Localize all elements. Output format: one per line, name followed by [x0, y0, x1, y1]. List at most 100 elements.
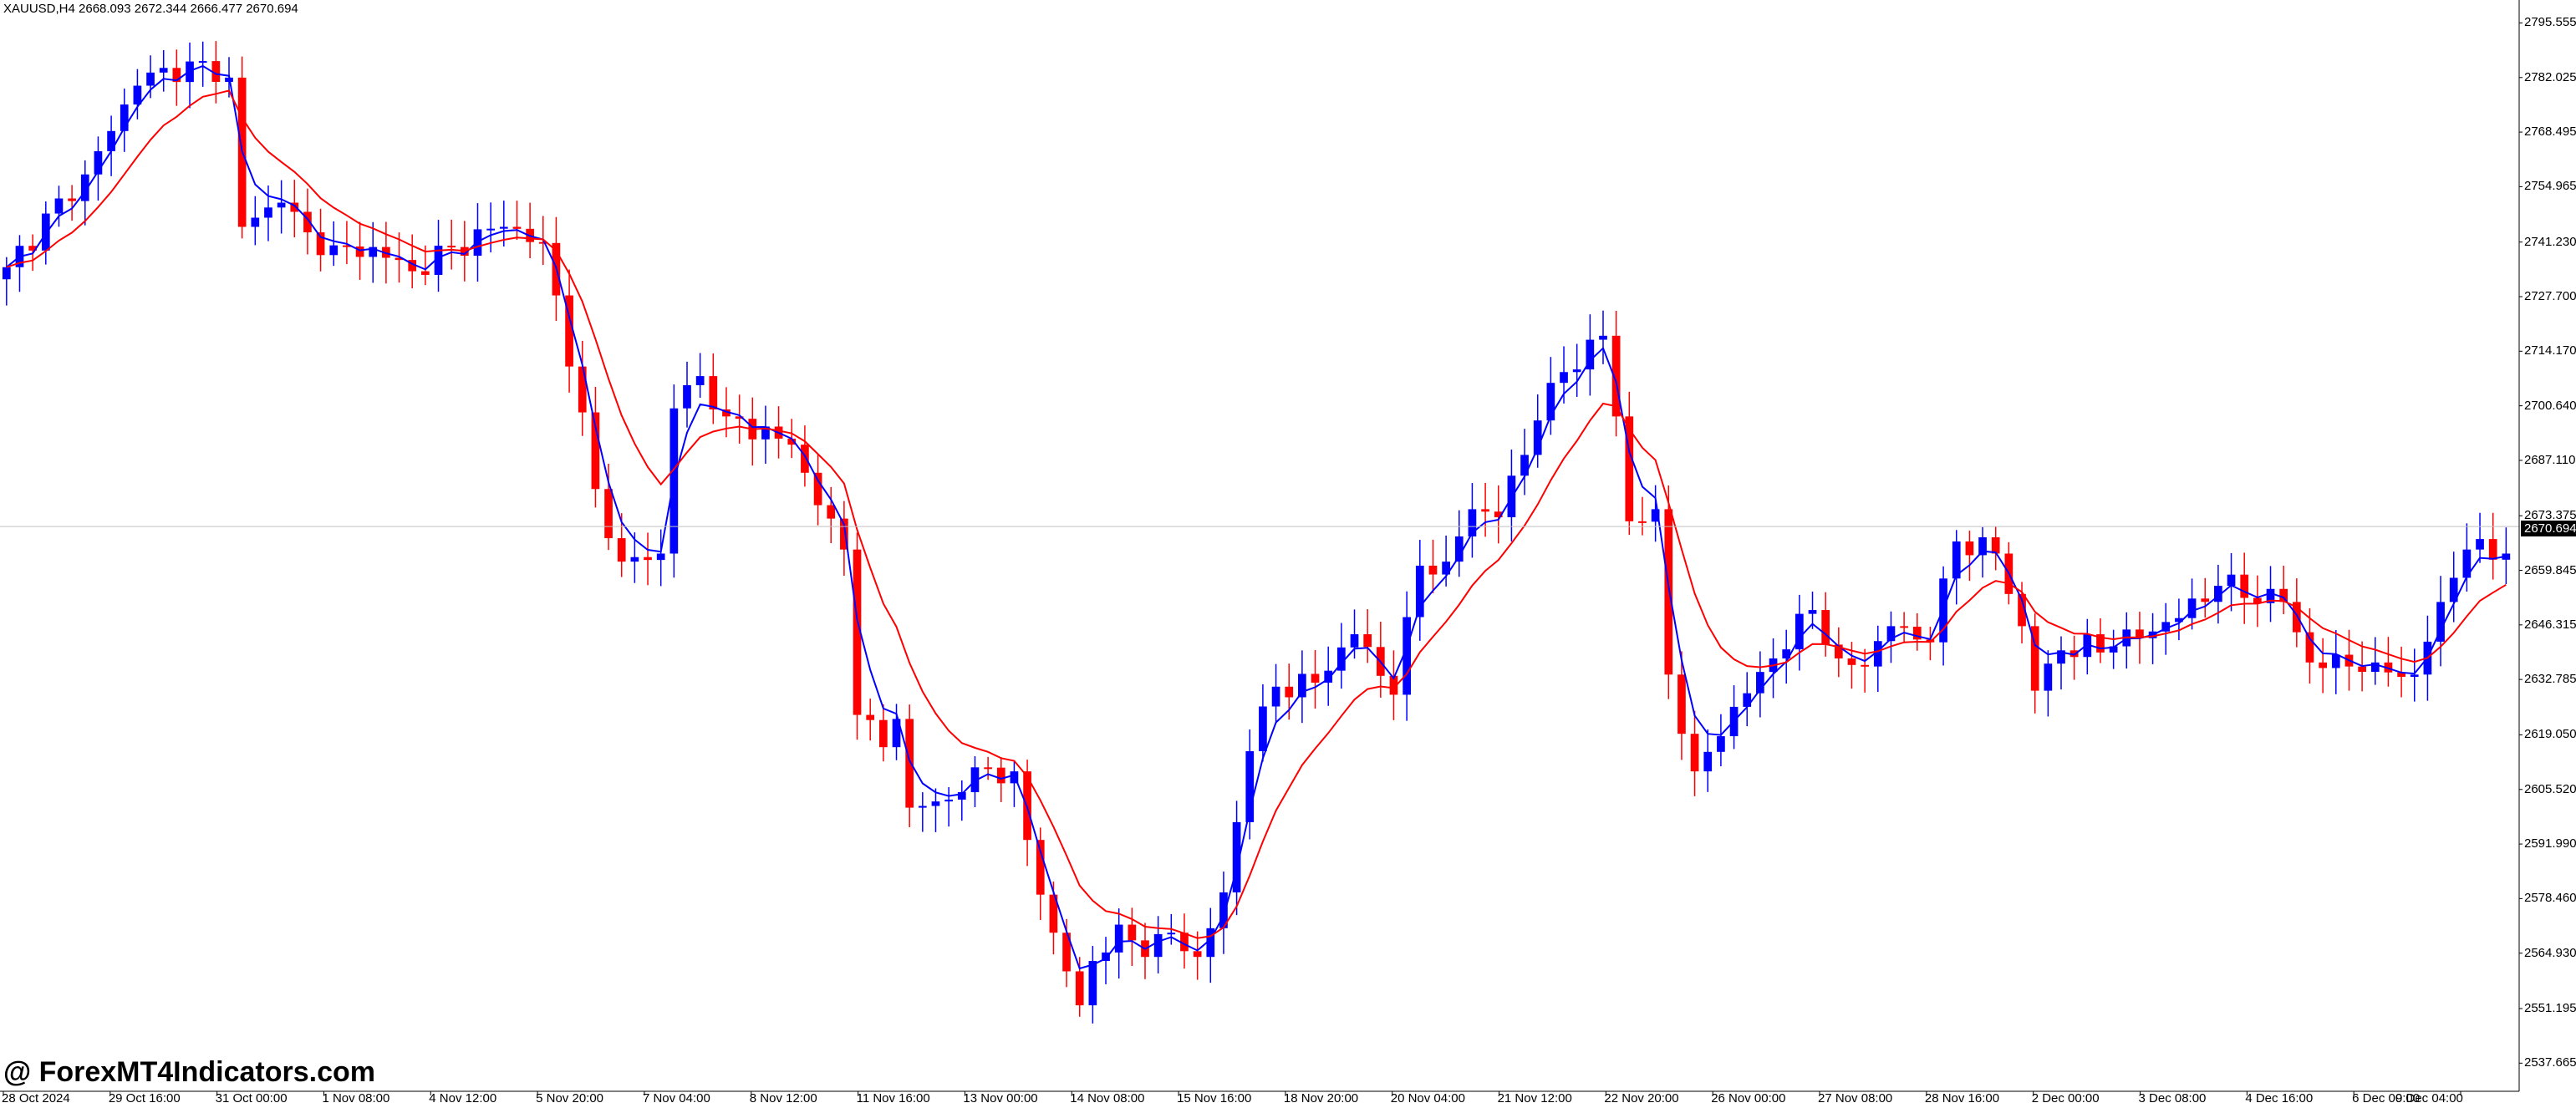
candle-bull	[944, 799, 953, 802]
candle-bull	[970, 767, 980, 793]
candle-bear	[1128, 924, 1137, 941]
time-axis-label: 20 Nov 04:00	[1390, 1091, 1465, 1105]
candle-bear	[866, 714, 875, 720]
time-axis-label: 7 Nov 04:00	[642, 1091, 710, 1105]
candle-bull	[1756, 672, 1764, 694]
candle-bear	[1389, 675, 1398, 695]
price-axis-label: 2578.460	[2524, 891, 2576, 906]
price-axis-label: 2782.025	[2524, 69, 2576, 84]
time-axis-label: 11 Nov 16:00	[856, 1091, 930, 1105]
price-axis-label: 2564.930	[2524, 945, 2576, 960]
time-axis-label: 5 Nov 20:00	[536, 1091, 604, 1105]
candle-bear	[840, 518, 848, 550]
candle-bull	[1010, 771, 1019, 784]
candle-bear	[1690, 734, 1699, 772]
candle-bull	[2266, 588, 2275, 603]
time-axis-label: 27 Nov 08:00	[1818, 1091, 1893, 1105]
candle-bear	[1311, 673, 1320, 683]
candle-bear	[1834, 644, 1843, 658]
candle-bear	[1625, 416, 1634, 521]
candle-bear	[303, 211, 312, 233]
price-axis-label: 2687.110	[2524, 452, 2576, 467]
price-axis-label: 2619.050	[2524, 727, 2576, 742]
candle-bear	[447, 246, 456, 248]
candle-bull	[133, 85, 142, 105]
candle-bull	[1952, 541, 1961, 579]
candle-bull	[2410, 674, 2419, 677]
candle-bear	[1912, 627, 1922, 640]
candle-bear	[905, 719, 914, 808]
candle-bull	[1415, 565, 1424, 618]
slow-ma-line	[6, 89, 2507, 939]
candle-bear	[1036, 840, 1045, 895]
candle-bear	[512, 226, 522, 229]
candle-bull	[2057, 650, 2065, 664]
candle-bear	[1664, 509, 1673, 675]
candle-bear	[591, 412, 600, 490]
time-axis-label: 15 Nov 16:00	[1177, 1091, 1252, 1105]
candle-bear	[2397, 672, 2405, 677]
candle-bull	[1298, 673, 1306, 698]
candle-bull	[695, 376, 705, 385]
candle-bear	[355, 247, 364, 257]
price-axis-label: 2754.965	[2524, 179, 2576, 194]
candle-bear	[984, 767, 992, 770]
candle-bull	[2044, 663, 2053, 691]
candle-bear	[408, 260, 417, 272]
candle-bear	[1821, 610, 1830, 645]
candle-bear	[813, 472, 822, 506]
candle-bull	[41, 213, 50, 251]
candle-bear	[1494, 511, 1503, 518]
candle-bull	[1102, 952, 1110, 962]
candle-bear	[1075, 971, 1084, 1006]
time-axis-label: 8 Nov 12:00	[749, 1091, 817, 1105]
candle-bear	[1991, 537, 2000, 554]
time-axis-label: 22 Nov 20:00	[1604, 1091, 1679, 1105]
time-axis-label: 1 Nov 08:00	[322, 1091, 390, 1105]
candle-bull	[1703, 751, 1713, 772]
candle-bull	[2161, 622, 2171, 632]
candle-bear	[787, 438, 797, 445]
candle-bear	[2305, 632, 2314, 663]
fast-ma-line	[6, 64, 2507, 970]
candle-bull	[1743, 693, 1752, 707]
candle-bear	[2018, 593, 2026, 627]
candle-bull	[80, 174, 89, 201]
candle-bull	[1454, 536, 1464, 562]
candle-bear	[343, 245, 351, 247]
candle-bear	[578, 366, 587, 413]
candle-bear	[827, 505, 836, 519]
candle-bull	[1586, 339, 1595, 370]
candle-bull	[1599, 335, 1607, 340]
time-axis-label: 3 Dec 08:00	[2138, 1091, 2207, 1105]
candle-bear	[395, 257, 404, 261]
candle-bear	[709, 376, 718, 409]
candle-bear	[2096, 634, 2105, 653]
candle-bull	[2, 267, 11, 280]
candle-bull	[107, 130, 115, 151]
candle-bear	[617, 538, 626, 562]
candle-bull	[1219, 892, 1228, 928]
time-axis-label: 4 Dec 16:00	[2245, 1091, 2314, 1105]
candle-bull	[1546, 383, 1555, 421]
candle-bear	[1847, 658, 1856, 665]
candle-bull	[2227, 574, 2236, 587]
price-axis-label: 2714.170	[2524, 343, 2576, 358]
candle-bull	[1782, 649, 1791, 658]
candle-bear	[1965, 541, 1974, 556]
price-axis-label: 2646.315	[2524, 617, 2576, 632]
candle-bull	[2331, 654, 2340, 668]
candle-bear	[644, 557, 652, 561]
candle-bull	[94, 150, 103, 175]
candle-bear	[1285, 686, 1294, 698]
candle-bear	[1193, 951, 1202, 958]
candle-bull	[2214, 586, 2222, 602]
candle-bull	[2083, 634, 2092, 658]
candle-bull	[1259, 706, 1267, 752]
candle-bull	[486, 228, 495, 231]
time-axis-label: 29 Oct 16:00	[108, 1091, 181, 1105]
candle-bear	[1363, 634, 1372, 648]
candle-bull	[329, 245, 339, 256]
